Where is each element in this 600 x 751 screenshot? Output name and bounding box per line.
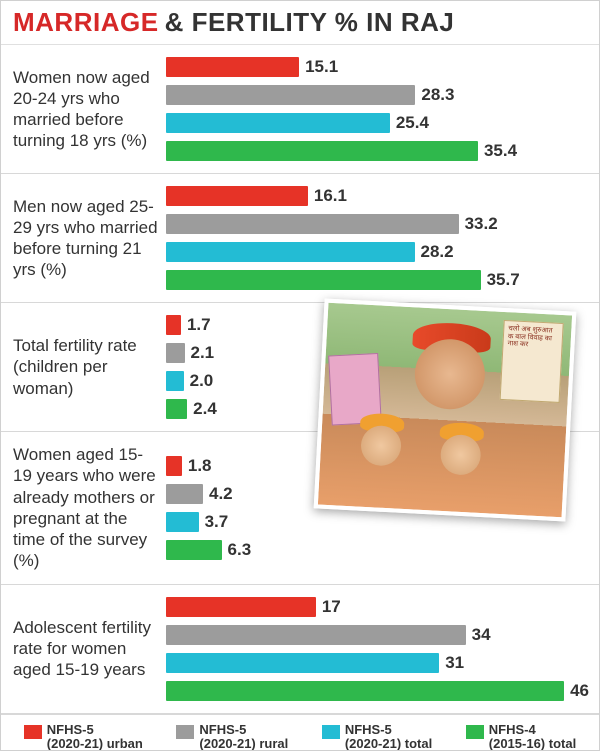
bar-rural [166,214,459,234]
legend-item-rural: NFHS-5 (2020-21) rural [176,723,288,751]
bar-wrap: 25.4 [166,111,589,135]
bar-total [166,113,390,133]
bar-value: 3.7 [205,512,229,532]
bar-value: 1.7 [187,315,211,335]
legend-swatch [24,725,42,739]
bar-wrap: 34 [166,623,589,647]
bar-wrap: 35.4 [166,139,589,163]
bar-wrap: 6.3 [166,538,589,562]
bar-nfhs4 [166,681,564,701]
bar-wrap: 33.2 [166,212,589,236]
bar-value: 28.3 [421,85,454,105]
bar-wrap: 15.1 [166,55,589,79]
legend-swatch [322,725,340,739]
bar-urban [166,315,181,335]
legend-label: NFHS-5 (2020-21) rural [199,723,288,751]
legend: NFHS-5 (2020-21) urban NFHS-5 (2020-21) r… [1,714,599,751]
bar-total [166,371,184,391]
bar-value: 2.0 [190,371,214,391]
bar-total [166,512,199,532]
legend-swatch [176,725,194,739]
bar-group: 15.1 28.3 25.4 35.4 [166,45,599,173]
bar-urban [166,597,316,617]
chart-row: Women now aged 20-24 yrs who married bef… [1,45,599,174]
bar-urban [166,57,299,77]
bar-wrap: 16.1 [166,184,589,208]
legend-label: NFHS-5 (2020-21) total [345,723,432,751]
photo-illustration: चलो अब शुरुआत क बाल विवाह का नाश कर [318,303,572,517]
title-bar: MARRIAGE & FERTILITY % IN RAJ [1,1,599,45]
bar-value: 33.2 [465,214,498,234]
chart-row: Adolescent fertility rate for women aged… [1,585,599,714]
legend-label: NFHS-4 (2015-16) total [489,723,576,751]
placard-text: चलो अब शुरुआत क बाल विवाह का नाश कर [500,320,564,403]
legend-swatch [466,725,484,739]
infographic-card: MARRIAGE & FERTILITY % IN RAJ Women now … [0,0,600,751]
category-label: Women aged 15-19 years who were already … [1,432,166,584]
bar-value: 35.7 [487,270,520,290]
bar-wrap: 17 [166,595,589,619]
bar-value: 34 [472,625,491,645]
bar-urban [166,456,182,476]
category-label: Adolescent fertility rate for women aged… [1,585,166,713]
bar-group: 16.1 33.2 28.2 35.7 [166,174,599,302]
bar-value: 25.4 [396,113,429,133]
bar-urban [166,186,308,206]
bar-total [166,242,415,262]
title-rest: & FERTILITY % IN RAJ [165,7,455,38]
bar-value: 17 [322,597,341,617]
bar-value: 6.3 [228,540,252,560]
bar-wrap: 31 [166,651,589,675]
inset-photo: चलो अब शुरुआत क बाल विवाह का नाश कर [314,299,577,522]
title-word-1: MARRIAGE [13,7,159,38]
legend-item-total: NFHS-5 (2020-21) total [322,723,432,751]
legend-item-urban: NFHS-5 (2020-21) urban [24,723,143,751]
bar-wrap: 28.3 [166,83,589,107]
bar-value: 15.1 [305,57,338,77]
bar-group: 17 34 31 46 [166,585,599,713]
bar-wrap: 46 [166,679,589,703]
bar-wrap: 28.2 [166,240,589,264]
category-label: Women now aged 20-24 yrs who married bef… [1,45,166,173]
chart-row: Men now aged 25-29 yrs who married befor… [1,174,599,303]
bar-value: 16.1 [314,186,347,206]
bar-rural [166,343,185,363]
category-label: Total fertility rate (children per woman… [1,303,166,431]
bar-value: 31 [445,653,464,673]
bar-rural [166,85,415,105]
legend-item-nfhs4: NFHS-4 (2015-16) total [466,723,576,751]
bar-wrap: 35.7 [166,268,589,292]
bar-value: 35.4 [484,141,517,161]
bar-rural [166,484,203,504]
bar-value: 2.4 [193,399,217,419]
bar-rural [166,625,466,645]
bar-total [166,653,439,673]
category-label: Men now aged 25-29 yrs who married befor… [1,174,166,302]
bar-nfhs4 [166,399,187,419]
bar-nfhs4 [166,540,222,560]
bar-value: 46 [570,681,589,701]
bar-value: 1.8 [188,456,212,476]
bar-nfhs4 [166,270,481,290]
bar-value: 28.2 [421,242,454,262]
bar-nfhs4 [166,141,478,161]
bar-value: 2.1 [191,343,215,363]
legend-label: NFHS-5 (2020-21) urban [47,723,143,751]
bar-value: 4.2 [209,484,233,504]
